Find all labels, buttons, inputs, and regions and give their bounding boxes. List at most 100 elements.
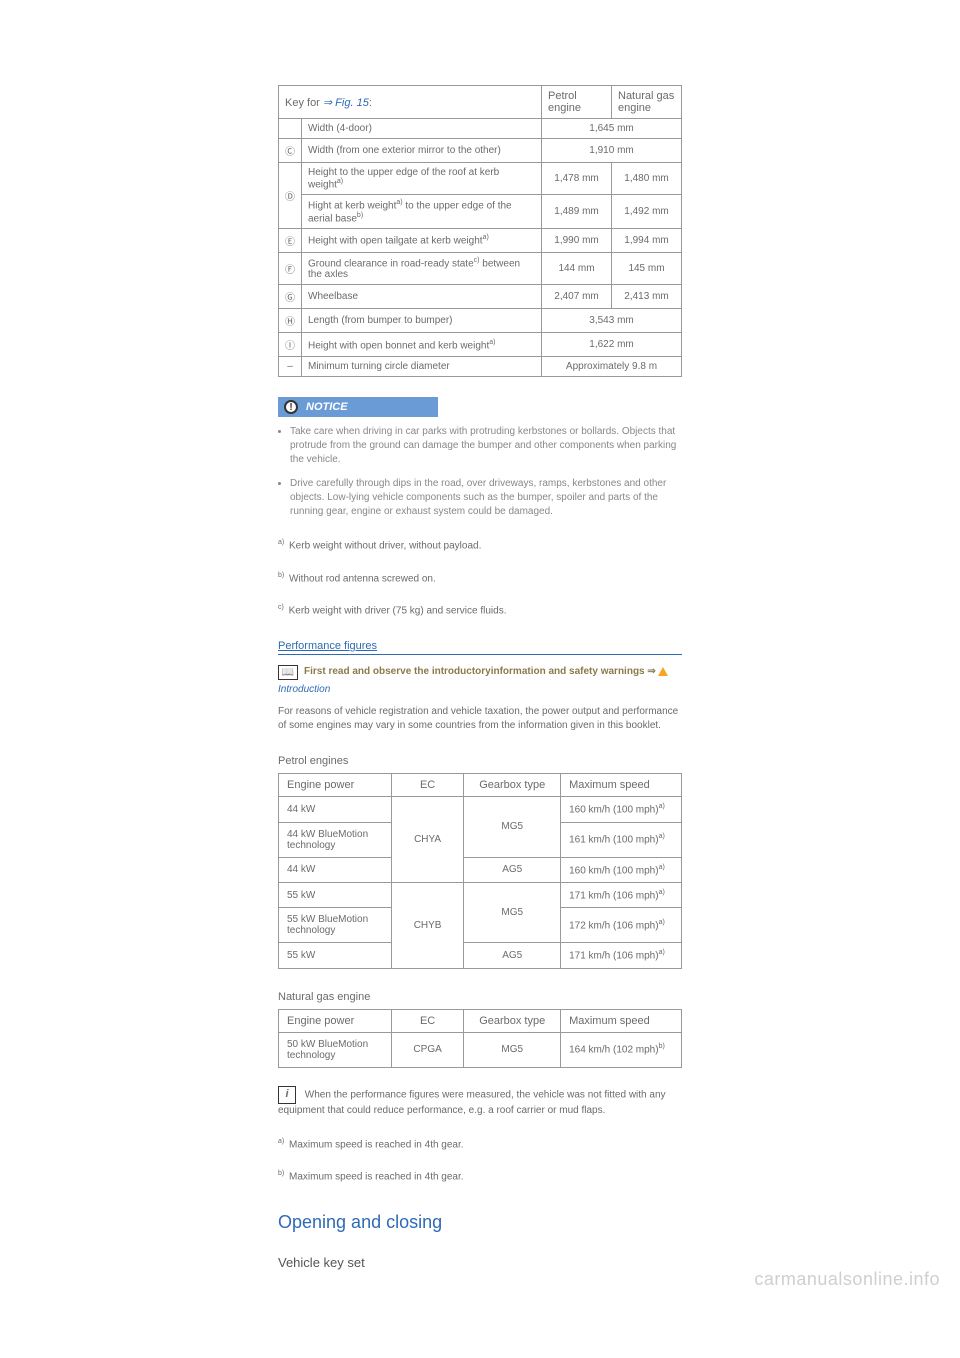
cell-ms: 171 km/h (106 mph)a) xyxy=(561,882,682,907)
cell-ep: 44 kW xyxy=(279,857,392,882)
gas-engine-title: Natural gas engine xyxy=(278,991,682,1003)
row-label: Height with open tailgate at kerb weight… xyxy=(302,228,542,252)
row-value: 144 mm xyxy=(542,252,612,284)
row-label: Length (from bumper to bumper) xyxy=(302,309,542,333)
cell-gb: MG5 xyxy=(464,797,561,857)
notice-item: Take care when driving in car parks with… xyxy=(290,425,682,467)
cell-ep: 44 kW xyxy=(279,797,392,822)
info-icon: i xyxy=(278,1086,296,1104)
row-value: 1,489 mm xyxy=(542,195,612,229)
table-row: Ⓓ Height to the upper edge of the roof a… xyxy=(279,163,682,195)
row-value: 1,990 mm xyxy=(542,228,612,252)
info-note: i When the performance figures were meas… xyxy=(278,1086,682,1118)
row-value: Approximately 9.8 m xyxy=(542,357,682,377)
cell-gb: MG5 xyxy=(464,882,561,942)
dim-header-gas: Natural gas engine xyxy=(612,86,682,119)
info-text: When the performance figures were measur… xyxy=(278,1089,666,1115)
row-value: 1,645 mm xyxy=(542,119,682,139)
petrol-engines-title: Petrol engines xyxy=(278,755,682,767)
notice-item: Drive carefully through dips in the road… xyxy=(290,477,682,519)
col-engine-power: Engine power xyxy=(279,1009,392,1032)
notice-box: ! NOTICE Take care when driving in car p… xyxy=(278,397,682,519)
row-value: 1,994 mm xyxy=(612,228,682,252)
table-row: 44 kW CHYA MG5 160 km/h (100 mph)a) xyxy=(279,797,682,822)
cell-ms: 172 km/h (106 mph)a) xyxy=(561,908,682,943)
cell-ms: 171 km/h (106 mph)a) xyxy=(561,943,682,968)
footnote-b: b) Without rod antenna screwed on. xyxy=(278,572,682,584)
intro-row: 📖 First read and observe the introductor… xyxy=(278,665,682,680)
col-ec: EC xyxy=(391,774,464,797)
cell-ep: 55 kW xyxy=(279,882,392,907)
notice-icon: ! xyxy=(284,400,298,414)
performance-figures-link[interactable]: Performance figures xyxy=(278,640,682,655)
col-gearbox: Gearbox type xyxy=(464,1009,561,1032)
dim-header-key: Key for ⇒ Fig. 15: xyxy=(279,86,542,119)
row-value: 1,480 mm xyxy=(612,163,682,195)
watermark: carmanualsonline.info xyxy=(754,1269,940,1290)
row-marker: Ⓒ xyxy=(279,139,302,163)
row-marker: Ⓘ xyxy=(279,333,302,357)
row-marker: Ⓖ xyxy=(279,285,302,309)
cell-ec: CHYB xyxy=(391,882,464,968)
footnote-a2: a) Maximum speed is reached in 4th gear. xyxy=(278,1138,682,1150)
footnote-b2: b) Maximum speed is reached in 4th gear. xyxy=(278,1170,682,1182)
table-row: Ⓒ Width (from one exterior mirror to the… xyxy=(279,139,682,163)
row-label: Hight at kerb weighta) to the upper edge… xyxy=(302,195,542,229)
vehicle-key-set-heading: Vehicle key set xyxy=(278,1255,682,1270)
col-gearbox: Gearbox type xyxy=(464,774,561,797)
row-label: Ground clearance in road-ready statec) b… xyxy=(302,252,542,284)
table-row: Ⓖ Wheelbase 2,407 mm 2,413 mm xyxy=(279,285,682,309)
fig-ref[interactable]: ⇒ Fig. 15 xyxy=(323,97,369,109)
row-marker: Ⓓ xyxy=(279,163,302,229)
book-icon: 📖 xyxy=(278,665,298,680)
row-value: 3,543 mm xyxy=(542,309,682,333)
table-row: Hight at kerb weighta) to the upper edge… xyxy=(279,195,682,229)
cell-ep: 44 kW BlueMotion technology xyxy=(279,822,392,857)
table-row: Width (4-door) 1,645 mm xyxy=(279,119,682,139)
row-value: 2,407 mm xyxy=(542,285,612,309)
cell-gb: AG5 xyxy=(464,857,561,882)
cell-gb: AG5 xyxy=(464,943,561,968)
warning-icon xyxy=(658,667,668,676)
key-suffix: : xyxy=(369,97,372,109)
key-prefix: Key for xyxy=(285,97,323,109)
row-label: Width (from one exterior mirror to the o… xyxy=(302,139,542,163)
petrol-engines-table: Engine power EC Gearbox type Maximum spe… xyxy=(278,773,682,968)
cell-ep: 50 kW BlueMotion technology xyxy=(279,1032,392,1067)
cell-ec: CHYA xyxy=(391,797,464,883)
row-value: 1,478 mm xyxy=(542,163,612,195)
table-row: 55 kW AG5 171 km/h (106 mph)a) xyxy=(279,943,682,968)
notice-header: ! NOTICE xyxy=(278,397,438,417)
dim-header-petrol: Petrol engine xyxy=(542,86,612,119)
table-row: Ⓗ Length (from bumper to bumper) 3,543 m… xyxy=(279,309,682,333)
row-value: 1,910 mm xyxy=(542,139,682,163)
table-row: Ⓔ Height with open tailgate at kerb weig… xyxy=(279,228,682,252)
row-value: 1,492 mm xyxy=(612,195,682,229)
row-marker xyxy=(279,119,302,139)
row-marker: Ⓕ xyxy=(279,252,302,284)
table-row: – Minimum turning circle diameter Approx… xyxy=(279,357,682,377)
row-label: Width (4-door) xyxy=(302,119,542,139)
dimensions-table: Key for ⇒ Fig. 15: Petrol engine Natural… xyxy=(278,85,682,377)
notice-list: Take care when driving in car parks with… xyxy=(290,425,682,519)
table-row: 44 kW AG5 160 km/h (100 mph)a) xyxy=(279,857,682,882)
page-content: Key for ⇒ Fig. 15: Petrol engine Natural… xyxy=(0,0,960,1310)
opening-closing-heading: Opening and closing xyxy=(278,1212,682,1233)
row-label: Minimum turning circle diameter xyxy=(302,357,542,377)
cell-ms: 160 km/h (100 mph)a) xyxy=(561,797,682,822)
gas-engine-table: Engine power EC Gearbox type Maximum spe… xyxy=(278,1009,682,1068)
col-engine-power: Engine power xyxy=(279,774,392,797)
perf-paragraph: For reasons of vehicle registration and … xyxy=(278,705,682,733)
row-value: 145 mm xyxy=(612,252,682,284)
footnote-c: c) Kerb weight with driver (75 kg) and s… xyxy=(278,604,682,616)
row-value: 1,622 mm xyxy=(542,333,682,357)
cell-ms: 161 km/h (100 mph)a) xyxy=(561,822,682,857)
cell-ec: CPGA xyxy=(391,1032,464,1067)
introduction-link[interactable]: Introduction xyxy=(278,684,682,695)
table-row: Ⓕ Ground clearance in road-ready statec)… xyxy=(279,252,682,284)
col-ec: EC xyxy=(391,1009,464,1032)
table-row: 50 kW BlueMotion technology CPGA MG5 164… xyxy=(279,1032,682,1067)
footnote-a: a) Kerb weight without driver, without p… xyxy=(278,539,682,551)
row-label: Wheelbase xyxy=(302,285,542,309)
table-row: 55 kW CHYB MG5 171 km/h (106 mph)a) xyxy=(279,882,682,907)
